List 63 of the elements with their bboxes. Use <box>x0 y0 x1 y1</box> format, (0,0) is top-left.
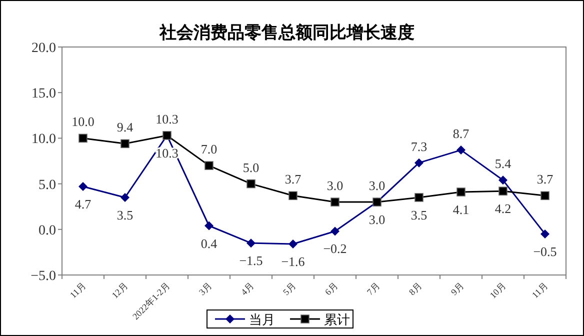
point <box>456 188 466 196</box>
data-label: 3.7 <box>284 172 302 187</box>
y-tick-label: 10.0 <box>32 132 56 148</box>
data-label: −0.2 <box>323 241 347 256</box>
point <box>204 161 214 170</box>
x-tick-label: 12月 <box>110 280 130 300</box>
point <box>120 192 130 202</box>
legend-label: 当月 <box>249 312 275 327</box>
y-tick-label: −5.0 <box>30 269 56 284</box>
point <box>330 226 340 236</box>
data-label: 3.5 <box>116 207 134 222</box>
point <box>78 182 88 192</box>
data-label: 5.4 <box>494 156 512 172</box>
data-label: 0.4 <box>200 236 218 251</box>
point <box>246 179 256 188</box>
data-label: 5.0 <box>242 160 260 175</box>
point <box>288 239 298 248</box>
y-tick-label: 20.0 <box>32 41 56 56</box>
data-label: 4.2 <box>494 201 512 216</box>
data-label: −1.5 <box>239 253 263 268</box>
data-label: 4.1 <box>452 202 470 218</box>
data-label: 7.3 <box>410 138 428 154</box>
data-label: 8.7 <box>452 126 470 142</box>
point <box>414 158 424 168</box>
data-label: 7.0 <box>200 142 218 157</box>
data-label: 3.0 <box>368 212 386 228</box>
point <box>246 238 256 248</box>
y-tick-label: 5.0 <box>38 178 56 193</box>
data-label: 10.0 <box>72 114 94 130</box>
point <box>498 186 508 196</box>
data-label: 9.4 <box>116 120 134 135</box>
point <box>498 176 508 185</box>
x-tick-label: 6月 <box>322 280 340 298</box>
data-label: 3.0 <box>326 178 344 194</box>
x-tick-label: 10月 <box>488 280 508 300</box>
point <box>456 146 466 155</box>
x-tick-label: 7月 <box>364 280 382 298</box>
data-label: −0.5 <box>533 244 557 259</box>
x-tick-label: 8月 <box>406 280 424 298</box>
x-tick-label: 3月 <box>196 280 214 298</box>
x-tick-label: 4月 <box>238 280 256 298</box>
point <box>78 134 88 143</box>
point <box>540 229 550 238</box>
y-tick-label: 0.0 <box>38 223 56 238</box>
point <box>120 139 130 148</box>
point <box>540 191 550 200</box>
x-tick-label: 5月 <box>280 280 298 298</box>
point <box>204 221 214 230</box>
chart-title: 社会消费品零售总额同比增长速度 <box>158 23 414 42</box>
data-label: 10.3 <box>156 111 178 126</box>
data-label: 4.7 <box>74 196 92 212</box>
data-label: 3.5 <box>410 207 428 222</box>
data-label: −1.6 <box>281 254 306 269</box>
x-tick-label: 11月 <box>530 280 550 300</box>
legend-label: 累计 <box>324 312 350 327</box>
x-tick-label: 11月 <box>68 280 88 300</box>
y-tick-label: 15.0 <box>32 86 56 102</box>
data-label: 3.0 <box>368 178 386 194</box>
x-tick-label: 9月 <box>448 280 466 298</box>
point <box>330 198 340 206</box>
point <box>288 191 298 200</box>
data-label: 3.7 <box>536 172 554 187</box>
point <box>414 193 424 202</box>
